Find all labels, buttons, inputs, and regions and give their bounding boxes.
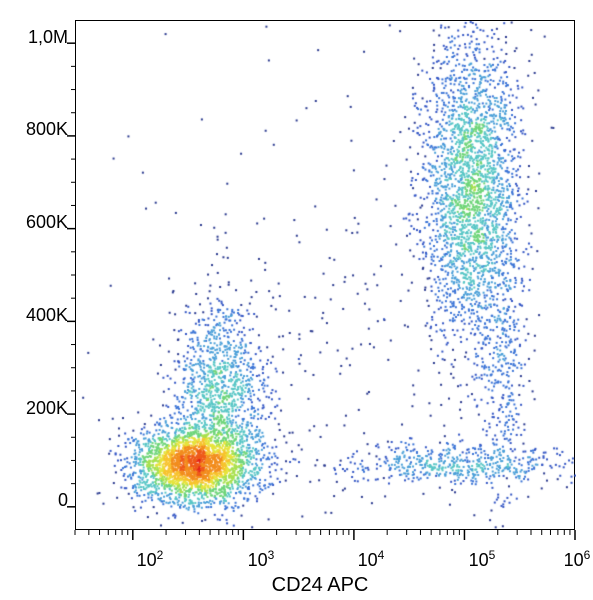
y-tick-label: 800K	[18, 119, 68, 140]
y-tick-label: 400K	[18, 305, 68, 326]
scatter-canvas	[76, 21, 576, 531]
chart-container: 1,0M 800K 600K 400K 200K 0 102 103 104 1…	[0, 0, 593, 600]
x-tick-label: 102	[130, 548, 170, 571]
x-tick-label: 103	[241, 548, 281, 571]
x-tick-label: 106	[557, 548, 593, 571]
y-tick-label: 600K	[18, 212, 68, 233]
y-tick-label: 0	[18, 490, 68, 511]
x-tick-label: 105	[462, 548, 502, 571]
x-tick-label: 104	[351, 548, 391, 571]
plot-area	[75, 20, 575, 530]
y-tick-label: 200K	[18, 398, 68, 419]
y-tick-label: 1,0M	[18, 27, 68, 48]
x-axis-label: CD24 APC	[230, 574, 410, 597]
